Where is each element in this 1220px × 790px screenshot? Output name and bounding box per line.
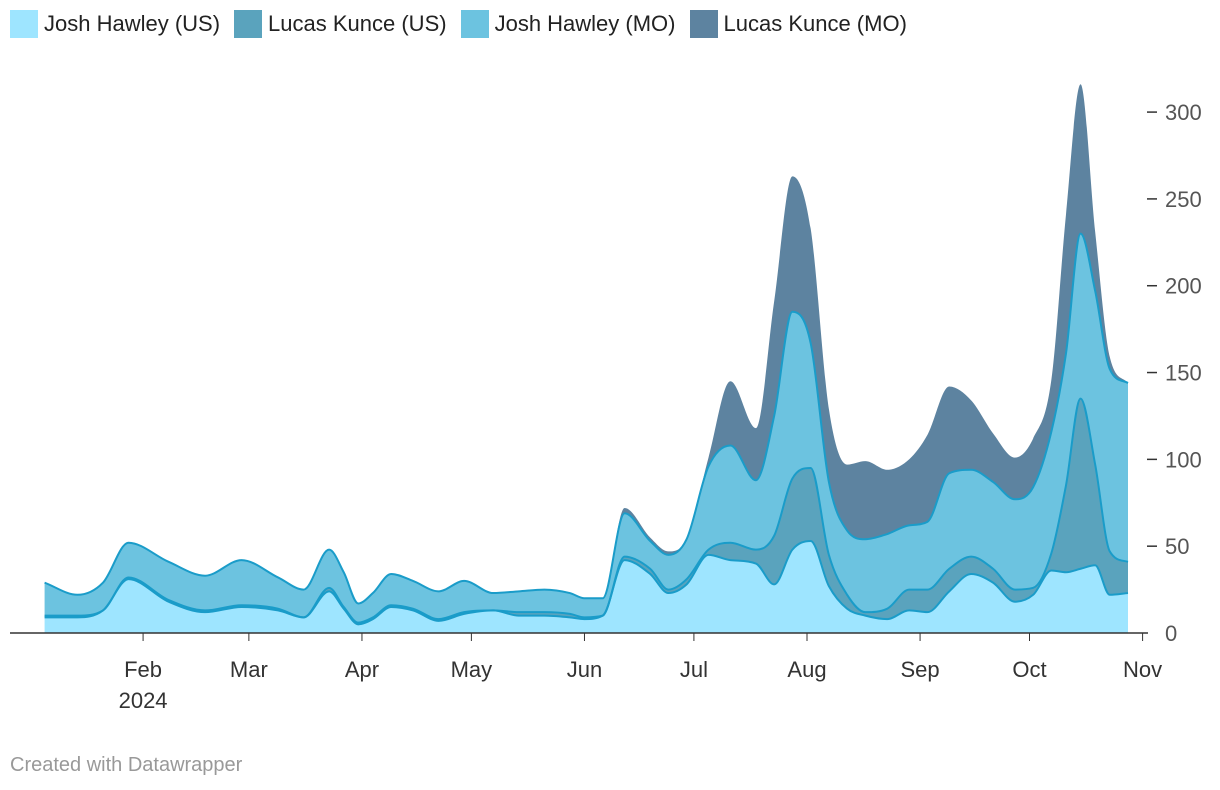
y-tick-label: 100 <box>1165 447 1202 472</box>
area-1 <box>44 540 1129 633</box>
series-line-2 <box>44 397 1129 624</box>
legend-item-1: Josh Hawley (US) <box>10 10 220 38</box>
legend-item-3: Josh Hawley (MO) <box>460 10 676 38</box>
legend-swatch <box>689 10 718 38</box>
y-tick-label: 300 <box>1165 100 1202 125</box>
x-tick-label: Sep <box>900 657 939 682</box>
legend-label: Lucas Kunce (US) <box>268 11 447 36</box>
y-tick-label: 150 <box>1165 361 1202 386</box>
legend-item-4: Lucas Kunce (MO) <box>689 10 907 38</box>
area-4 <box>44 84 1129 604</box>
y-tick-label: 0 <box>1165 621 1177 646</box>
legend-item-2: Lucas Kunce (US) <box>234 10 447 38</box>
legend-label: Lucas Kunce (MO) <box>723 11 907 36</box>
y-tick-label: 250 <box>1165 187 1202 212</box>
area-3 <box>44 233 1129 623</box>
x-tick-label: Feb <box>124 657 162 682</box>
x-tick-label: Jun <box>567 657 602 682</box>
y-tick-label: 200 <box>1165 274 1202 299</box>
legend-swatch <box>234 10 263 38</box>
x-tick-label: Oct <box>1012 657 1046 682</box>
x-tick-label: Jul <box>680 657 708 682</box>
y-tick-label: 50 <box>1165 534 1189 559</box>
footer-credit: Created with Datawrapper <box>10 754 243 776</box>
x-tick-label: Apr <box>345 657 379 682</box>
legend-swatch <box>10 10 38 38</box>
legend-label: Josh Hawley (US) <box>44 11 221 36</box>
x-tick-sublabel: 2024 <box>119 688 168 713</box>
x-tick-label: May <box>451 657 493 682</box>
x-tick-label: Aug <box>787 657 826 682</box>
legend-label: Josh Hawley (MO) <box>494 11 676 36</box>
chart-legend: Josh Hawley (US) Lucas Kunce (US) Josh Haw… <box>10 10 921 38</box>
series-line-3 <box>44 232 1129 605</box>
x-tick-label: Nov <box>1123 657 1162 682</box>
legend-swatch <box>460 10 489 38</box>
x-tick-label: Mar <box>230 657 268 682</box>
